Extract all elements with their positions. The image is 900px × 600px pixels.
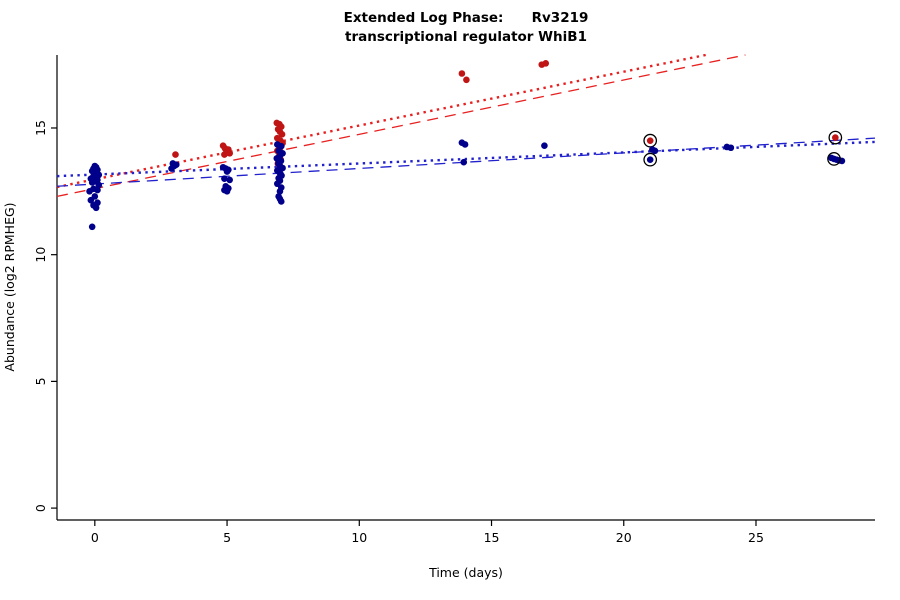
blue-dashed-fit-line <box>56 137 876 187</box>
blue-series-point <box>276 188 284 195</box>
blue-series-point <box>223 168 231 175</box>
y-axis-label: Abundance (log2 RPMHEG) <box>2 202 17 371</box>
blue-series-outlier-ring <box>827 152 841 166</box>
blue-dotted-fit-line <box>56 140 876 178</box>
y-tick-label: 10 <box>33 247 48 263</box>
y-tick-label: 5 <box>33 377 48 385</box>
red-dashed-fit-line <box>56 54 746 198</box>
red-series-point <box>646 137 654 144</box>
blue-series-point <box>727 144 735 152</box>
blue-series-point <box>461 141 469 148</box>
y-tick-label: 0 <box>33 504 48 512</box>
blue-series-point <box>90 185 97 193</box>
red-series-point <box>458 70 466 77</box>
x-tick-label: 20 <box>616 530 632 545</box>
blue-series-point <box>226 176 233 184</box>
blue-series-point <box>279 164 286 172</box>
y-tick-label: 15 <box>33 120 48 136</box>
x-tick-label: 0 <box>91 530 99 545</box>
chart-subtitle: transcriptional regulator WhiB1 <box>345 29 587 45</box>
chart-title: Extended Log Phase: Rv3219 <box>344 10 589 26</box>
red-series-outlier-ring <box>828 130 843 145</box>
blue-series-point <box>223 188 231 195</box>
plot-area: 0 5 10 15 20 25 0 5 10 15 <box>33 53 876 545</box>
blue-series-outlier-ring <box>643 152 658 167</box>
x-axis-label: Time (days) <box>428 565 503 580</box>
blue-series-point <box>91 193 99 200</box>
blue-series-point <box>221 175 228 182</box>
blue-series-point <box>169 160 177 167</box>
red-series-point <box>463 76 470 84</box>
blue-series-point <box>91 162 99 170</box>
blue-series-point <box>646 156 654 163</box>
blue-series-point <box>541 142 548 150</box>
red-series-point <box>172 151 179 158</box>
red-series-point <box>223 148 231 156</box>
red-series-point <box>278 131 286 138</box>
x-tick-label: 5 <box>223 530 231 545</box>
x-tick-label: 25 <box>748 530 764 545</box>
blue-series-point <box>460 158 468 166</box>
blue-series-point <box>88 223 96 231</box>
red-dotted-fit-line <box>56 53 706 189</box>
red-series-point <box>542 60 550 67</box>
blue-series-point <box>651 147 659 155</box>
blue-series-point <box>277 198 285 205</box>
blue-series-point <box>94 199 101 207</box>
red-series-point <box>832 134 839 141</box>
red-series-outlier-ring <box>643 133 658 148</box>
x-tick-label: 10 <box>351 530 367 545</box>
x-tick-label: 15 <box>484 530 500 545</box>
